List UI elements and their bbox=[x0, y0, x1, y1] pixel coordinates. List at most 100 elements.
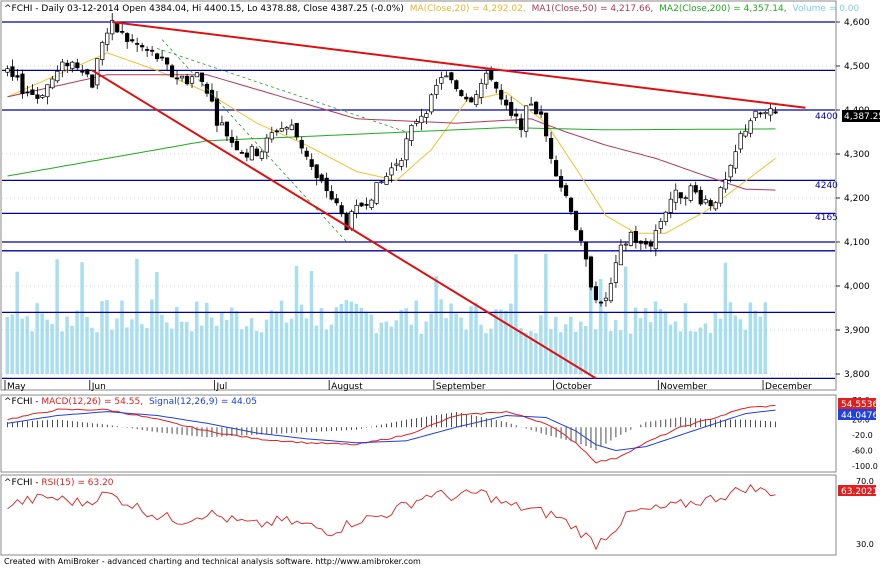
candle-body bbox=[643, 240, 648, 245]
candle-body bbox=[194, 72, 200, 78]
volume-bar bbox=[723, 262, 728, 374]
candle-body bbox=[703, 199, 708, 204]
volume-bar bbox=[195, 301, 199, 374]
candle-body bbox=[479, 83, 484, 98]
candle-body bbox=[409, 124, 414, 141]
candle-body bbox=[369, 199, 374, 208]
volume-bar bbox=[130, 319, 134, 374]
rsi-tick-label: 30.0 bbox=[856, 540, 874, 549]
level-label-4240: 4240 bbox=[815, 181, 838, 191]
volume-bar bbox=[204, 303, 209, 374]
volume-bar bbox=[299, 304, 304, 374]
volume-bar bbox=[254, 330, 259, 374]
volume-bar bbox=[15, 271, 19, 374]
volume-bar bbox=[374, 333, 379, 374]
candle-body bbox=[10, 66, 15, 77]
candle-body bbox=[349, 211, 354, 230]
candle-body bbox=[309, 159, 314, 167]
candle-body bbox=[648, 241, 653, 247]
volume-bar bbox=[718, 318, 723, 374]
svg-text:^FCHI - RSI(15) = 63.20: ^FCHI - RSI(15) = 63.20 bbox=[4, 478, 114, 488]
volume-bar bbox=[733, 315, 738, 374]
volume-bar bbox=[464, 329, 468, 374]
candle-body bbox=[773, 111, 778, 114]
candle-body bbox=[199, 72, 205, 82]
volume-bar bbox=[439, 299, 443, 374]
volume-bar bbox=[569, 316, 573, 374]
macd-value-box bbox=[838, 398, 876, 409]
volume-bar bbox=[738, 319, 743, 374]
volume-bar bbox=[40, 313, 44, 374]
volume-bar bbox=[509, 303, 513, 374]
candle-body bbox=[269, 132, 274, 140]
candle-body bbox=[159, 56, 165, 59]
candle-body bbox=[75, 62, 80, 69]
candlesticks bbox=[5, 12, 778, 307]
price-tick-label: 4,500 bbox=[844, 62, 870, 72]
candle-body bbox=[434, 84, 439, 95]
volume-bar bbox=[85, 316, 89, 374]
volume-bar bbox=[658, 308, 663, 374]
volume-bar bbox=[364, 311, 369, 374]
volume-bar bbox=[65, 316, 69, 374]
volume-bar bbox=[633, 307, 638, 374]
volume-bar bbox=[369, 314, 374, 374]
price-tick-label: 4,100 bbox=[844, 238, 870, 248]
volume-bar bbox=[524, 332, 528, 374]
volume-bar bbox=[324, 329, 329, 374]
volume-bar bbox=[314, 325, 319, 374]
candle-body bbox=[439, 77, 444, 84]
macd-line bbox=[7, 404, 776, 464]
candle-body bbox=[524, 105, 529, 132]
month-label: September bbox=[436, 382, 486, 392]
candle-body bbox=[214, 98, 220, 126]
header-ma200: MA2(Close,200) = 4,357.14, bbox=[659, 4, 786, 14]
candle-body bbox=[344, 213, 349, 231]
volume-bar bbox=[588, 255, 593, 374]
candle-body bbox=[90, 74, 95, 88]
rsi-plot: 70.0 30.0 bbox=[7, 477, 874, 551]
candle-body bbox=[623, 243, 628, 246]
candle-body bbox=[304, 150, 309, 157]
volume-bar bbox=[529, 331, 533, 374]
candle-body bbox=[339, 205, 344, 215]
svg-text:^FCHI - MACD(12,26) = 5: ^FCHI - MACD(12,26) = 54.55, Signal(12,2… bbox=[4, 397, 257, 407]
macd-tick-label: -60.0 bbox=[852, 447, 873, 456]
volume-bar bbox=[434, 276, 438, 374]
month-label: November bbox=[660, 382, 707, 392]
volume-bar bbox=[683, 303, 688, 374]
volume-bar bbox=[219, 312, 224, 374]
trendline bbox=[112, 21, 806, 109]
volume-bar bbox=[274, 311, 279, 374]
candle-body bbox=[708, 200, 713, 207]
volume-bar bbox=[165, 322, 169, 374]
volume-bar bbox=[643, 308, 648, 374]
trendlines bbox=[91, 21, 806, 380]
candle-body bbox=[259, 151, 264, 159]
candle-body bbox=[189, 76, 195, 84]
price-tick-label: 3,800 bbox=[844, 370, 870, 380]
volume-bar bbox=[663, 311, 668, 374]
volume-bar bbox=[5, 316, 9, 374]
volume-bar bbox=[469, 306, 473, 374]
candle-body bbox=[743, 130, 748, 137]
volume-bar bbox=[35, 303, 39, 374]
candle-body bbox=[174, 77, 180, 80]
volume-bar bbox=[339, 303, 344, 374]
price-tick-label: 4,600 bbox=[844, 18, 870, 28]
candle-body bbox=[534, 101, 539, 115]
volume-bar bbox=[234, 311, 239, 374]
volume-bar bbox=[10, 314, 14, 374]
volume-bar bbox=[593, 329, 598, 374]
volume-bar bbox=[703, 323, 708, 374]
volume-bar bbox=[559, 332, 563, 374]
candle-body bbox=[229, 136, 235, 143]
candle-body bbox=[698, 189, 703, 205]
candle-body bbox=[60, 61, 65, 71]
candle-body bbox=[239, 152, 244, 154]
rsi-header-value: RSI(15) = 63.20 bbox=[41, 478, 113, 488]
candle-body bbox=[374, 182, 379, 204]
candle-body bbox=[25, 91, 30, 94]
volume-bar bbox=[579, 321, 583, 374]
volume-bar bbox=[284, 322, 289, 374]
